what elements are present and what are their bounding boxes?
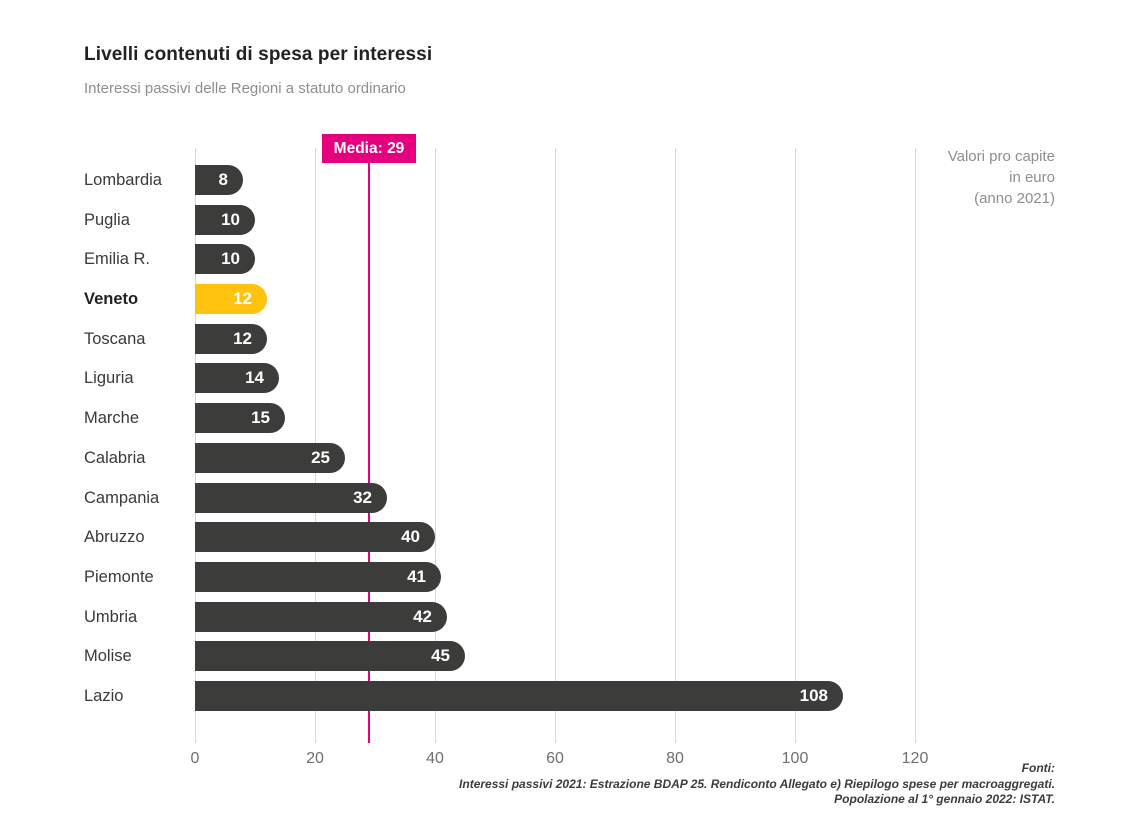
bar-veneto: 12 — [195, 284, 267, 315]
bar-value-label: 8 — [218, 170, 228, 189]
category-label: Marche — [84, 409, 140, 428]
chart-subtitle: Interessi passivi delle Regioni a statut… — [84, 80, 406, 97]
x-axis-tick-label: 100 — [781, 750, 809, 767]
bar-lazio: 108 — [195, 680, 843, 711]
bar-value-label: 32 — [353, 487, 372, 507]
gridline — [555, 148, 556, 743]
x-axis-tick-label: 60 — [546, 750, 564, 767]
category-label: Emilia R. — [84, 250, 151, 269]
unit-annotation-line: Valori pro capite — [947, 148, 1055, 165]
category-label: Molise — [84, 647, 132, 666]
chart-row: Veneto 12 — [84, 284, 1084, 315]
category-label: Campania — [84, 488, 160, 507]
unit-annotation: Valori pro capite in euro (anno 2021) — [948, 146, 1055, 209]
source-note-line: Popolazione al 1° gennaio 2022: ISTAT. — [834, 792, 1055, 806]
bar-emilia-r: 10 — [195, 244, 255, 275]
bar-value-label: 15 — [251, 408, 270, 428]
bar-value-label: 41 — [407, 566, 426, 586]
chart-row: Molise 45 — [84, 641, 1084, 672]
category-label: Umbria — [84, 607, 138, 626]
bar-value-label: 10 — [221, 209, 240, 229]
bar-puglia: 10 — [195, 204, 255, 235]
category-label: Piemonte — [84, 567, 154, 586]
category-label: Toscana — [84, 329, 146, 348]
bar-lombardia: 8 — [195, 165, 243, 195]
bar-umbria: 42 — [195, 601, 447, 632]
source-note-line: Interessi passivi 2021: Estrazione BDAP … — [459, 776, 1055, 791]
gridline — [435, 148, 436, 743]
chart-row: Lazio 108 — [84, 680, 1084, 711]
category-label: Calabria — [84, 448, 146, 467]
category-label: Liguria — [84, 369, 134, 388]
chart-row: Umbria 42 — [84, 601, 1084, 632]
source-note-line: Fonti: — [1021, 761, 1055, 775]
bar-rows: Lombardia 8 Puglia 10 Emilia R. 10 Veneto 12 Tos… — [84, 165, 1084, 711]
bar-marche: 15 — [195, 403, 285, 434]
x-axis-tick-label: 120 — [901, 750, 929, 767]
chart-row: Emilia R. 10 — [84, 244, 1084, 275]
unit-annotation-line: in euro — [1009, 169, 1055, 186]
bar-value-label: 108 — [799, 685, 828, 705]
chart-row: Liguria 14 — [84, 363, 1084, 394]
bar-abruzzo: 40 — [195, 522, 435, 553]
chart-row: Puglia 10 — [84, 204, 1084, 235]
bar-campania: 32 — [195, 482, 387, 513]
chart-row: Marche 15 — [84, 403, 1084, 434]
gridline — [675, 148, 676, 743]
chart-row: Toscana 12 — [84, 323, 1084, 354]
gridline — [915, 148, 916, 743]
chart-row: Abruzzo 40 — [84, 522, 1084, 553]
bar-calabria: 25 — [195, 442, 345, 473]
x-axis-tick-label: 80 — [666, 750, 684, 767]
average-line — [368, 160, 370, 743]
category-label: Lombardia — [84, 171, 162, 189]
chart-row: Lombardia 8 — [84, 165, 1084, 195]
bar-value-label: 40 — [401, 527, 420, 547]
bar-piemonte: 41 — [195, 561, 441, 592]
bar-value-label: 42 — [413, 606, 432, 626]
bar-value-label: 10 — [221, 249, 240, 269]
bar-value-label: 45 — [431, 646, 450, 666]
chart-row: Piemonte 41 — [84, 561, 1084, 592]
unit-annotation-line: (anno 2021) — [974, 190, 1055, 207]
bar-liguria: 14 — [195, 363, 279, 394]
x-axis-tick-label: 0 — [190, 750, 200, 767]
bar-value-label: 14 — [245, 368, 264, 388]
category-label: Lazio — [84, 686, 124, 705]
x-axis-tick-label: 20 — [306, 750, 324, 767]
chart-row: Campania 32 — [84, 482, 1084, 513]
category-label: Abruzzo — [84, 528, 145, 547]
bar-value-label: 25 — [311, 447, 330, 467]
source-note: Fonti: Interessi passivi 2021: Estrazion… — [459, 761, 1055, 808]
average-label: Media: 29 — [322, 134, 416, 163]
gridline — [795, 148, 796, 743]
category-label: Veneto — [84, 290, 139, 309]
chart-title: Livelli contenuti di spesa per interessi — [84, 44, 433, 65]
bar-molise: 45 — [195, 641, 465, 672]
bar-value-label: 12 — [233, 328, 252, 348]
bar-value-label: 12 — [233, 289, 252, 309]
category-label: Puglia — [84, 210, 130, 229]
x-axis-tick-label: 40 — [426, 750, 444, 767]
bar-toscana: 12 — [195, 323, 267, 354]
chart-row: Calabria 25 — [84, 442, 1084, 473]
